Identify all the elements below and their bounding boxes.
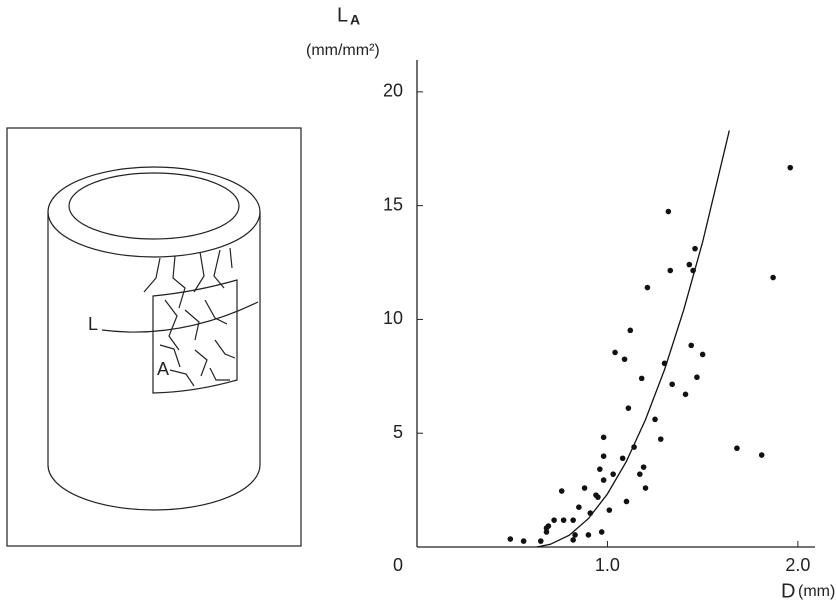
cylinder-diagram: L A — [6, 127, 302, 547]
data-point — [692, 245, 698, 252]
cylinder-top — [47, 166, 261, 258]
data-point — [686, 261, 693, 268]
data-point — [625, 405, 632, 411]
data-point — [688, 342, 695, 349]
data-point — [612, 349, 618, 356]
data-point — [570, 517, 576, 523]
data-point — [682, 391, 689, 398]
data-point — [545, 523, 552, 529]
data-point — [657, 436, 664, 442]
data-point — [770, 274, 776, 281]
y-axis-unit: (mm/mm²) — [306, 42, 380, 59]
data-point — [640, 464, 647, 470]
data-point — [637, 471, 643, 477]
y-tick-label: 10 — [383, 308, 403, 328]
data-point — [595, 494, 601, 500]
data-point — [734, 445, 740, 452]
data-point — [638, 375, 645, 382]
data-point — [520, 538, 527, 544]
data-point — [619, 455, 626, 462]
diagram-label: L — [88, 314, 98, 334]
data-point — [597, 466, 603, 472]
length-line — [101, 301, 259, 333]
data-point — [606, 507, 613, 513]
data-point — [600, 453, 607, 459]
data-point — [543, 529, 550, 535]
y-axis-label: L — [337, 4, 348, 26]
data-point — [787, 164, 794, 171]
data-point — [665, 208, 672, 215]
data-point — [699, 351, 706, 358]
data-point — [623, 498, 630, 505]
diagram-label: A — [157, 359, 169, 379]
y-axis-label-sub: A — [350, 12, 360, 28]
data-point — [558, 488, 565, 494]
data-point — [570, 537, 576, 543]
data-point — [694, 374, 700, 381]
area-patch — [152, 279, 238, 394]
data-point — [652, 416, 658, 423]
data-point — [600, 477, 607, 483]
data-point — [576, 504, 582, 510]
data-point — [560, 517, 567, 523]
data-point — [667, 267, 674, 274]
x-tick-label: 1.0 — [595, 555, 620, 575]
fit-curve — [536, 130, 730, 548]
data-point — [585, 532, 592, 538]
data-point — [572, 532, 578, 538]
y-tick-label: 20 — [383, 81, 403, 101]
data-point — [581, 485, 588, 491]
data-point — [669, 381, 675, 388]
vessel-branches — [143, 247, 236, 387]
diagram-frame — [6, 127, 302, 547]
data-point — [644, 284, 651, 291]
data-point — [507, 536, 514, 542]
x-tick-label: 2.0 — [785, 555, 810, 575]
data-point — [642, 485, 649, 491]
y-tick-label: 15 — [383, 194, 403, 214]
cylinder-lumen — [68, 172, 240, 240]
data-point — [758, 452, 765, 458]
data-point — [598, 529, 605, 535]
data-point — [600, 434, 607, 441]
data-point — [537, 538, 544, 544]
x-axis-unit: (mm) — [798, 583, 835, 600]
data-point — [551, 517, 557, 523]
y-tick-label: 5 — [393, 422, 403, 442]
data-point — [621, 356, 628, 363]
cylinder-body — [47, 212, 261, 511]
data-point — [610, 471, 616, 477]
x-axis-label: D — [781, 580, 795, 602]
x-tick-label: 0 — [393, 555, 403, 575]
data-point — [627, 327, 634, 334]
